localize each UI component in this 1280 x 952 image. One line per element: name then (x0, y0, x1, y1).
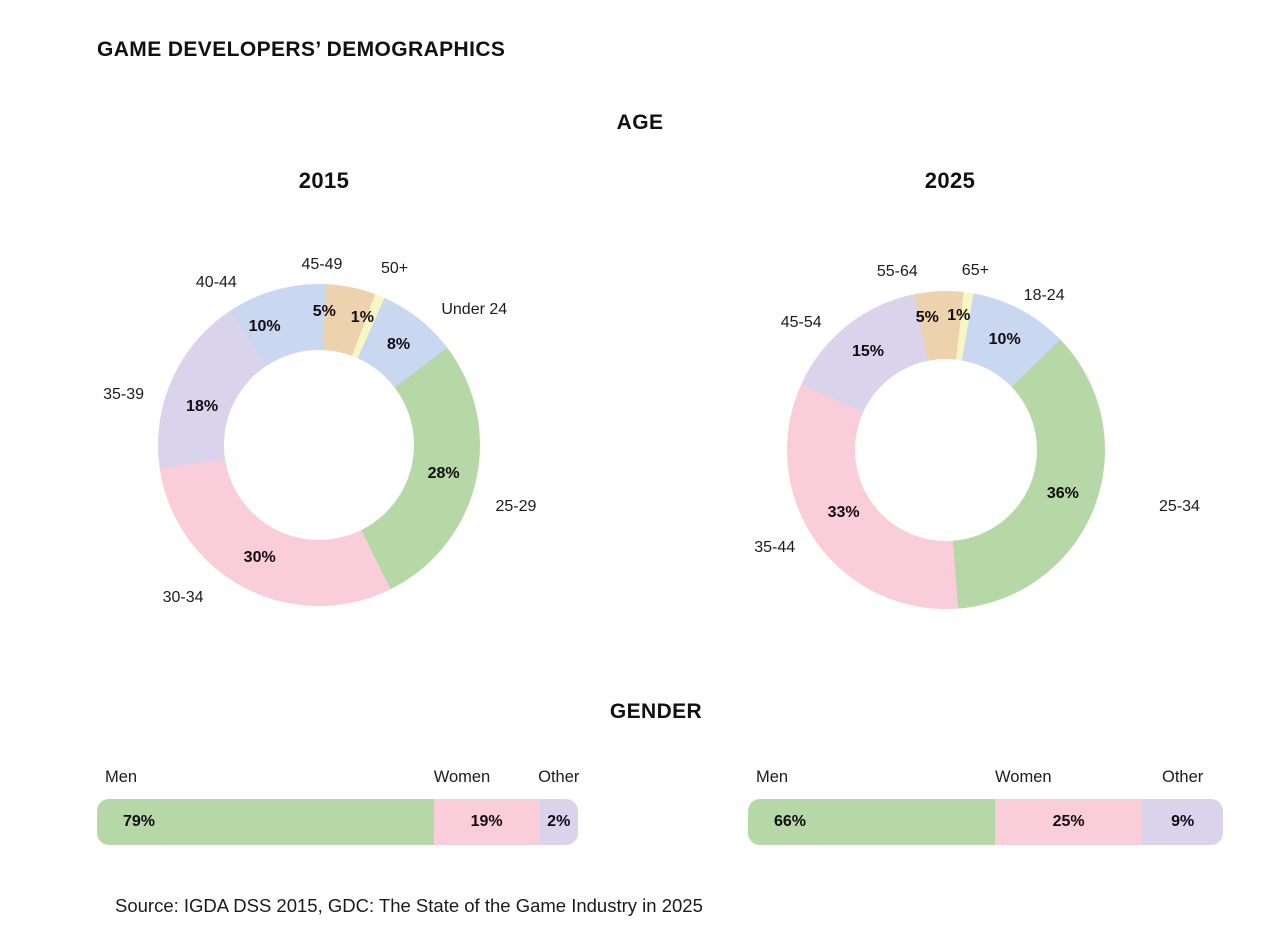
donut-percent-value: 8% (386, 335, 411, 353)
bar-segment-label: Other (1161, 768, 1204, 786)
bar-percent-value: 9% (1171, 813, 1195, 830)
donut-segment-label: 35-39 (103, 385, 145, 403)
bar-percent-value: 19% (470, 813, 503, 830)
donut-segment-label: 25-29 (495, 497, 537, 515)
donut-segment-label: 18-24 (1023, 287, 1065, 305)
donut-percent-value: 30% (243, 549, 276, 567)
stacked-bar: 79% 19% 2% (97, 799, 578, 845)
donut-percent-value: 33% (827, 503, 860, 521)
bar-percent-value: 79% (123, 813, 156, 830)
stacked-bar: 66% 25% 9% (748, 799, 1223, 845)
donut-segment-label: 25-34 (1159, 498, 1200, 516)
bar-percent-value: 25% (1052, 813, 1085, 830)
donut-segment-label: 45-54 (780, 313, 822, 331)
donut-segment-label: 35-44 (754, 539, 796, 557)
donut-percent-value: 28% (427, 465, 460, 483)
donut-percent-value: 5% (915, 309, 939, 327)
bar-segment-other: 2% (539, 799, 578, 845)
bar-segment-women: 19% (433, 799, 540, 845)
donut-hole (224, 350, 414, 540)
donut-segment-label: 45-49 (301, 255, 343, 273)
donut-percent-value: 10% (988, 330, 1021, 348)
donut-percent-value: 5% (312, 302, 336, 320)
bar-percent-value: 2% (547, 813, 571, 830)
donut-segment-label: 30-34 (162, 589, 204, 607)
donut-percent-value: 1% (350, 309, 374, 327)
donut-segment-label: 65+ (961, 261, 989, 279)
bar-percent-value: 66% (774, 813, 807, 830)
source-note: Source: IGDA DSS 2015, GDC: The State of… (115, 895, 703, 916)
donut-percent-value: 18% (186, 397, 219, 415)
bar-segment-label: Women (995, 768, 1052, 786)
section-title-gender: GENDER (609, 700, 703, 723)
bar-segment-men: 66% (748, 799, 995, 845)
bar-segment-label: Men (105, 768, 138, 786)
bar-segment-men: 79% (97, 799, 434, 845)
donut-segment-label: Under 24 (441, 300, 508, 318)
section-title-age: AGE (616, 111, 664, 134)
bar-segment-label: Men (756, 768, 789, 786)
bar-segment-women: 25% (995, 799, 1143, 845)
chart-title-2015: 2015 (298, 168, 350, 193)
donut-hole (855, 359, 1037, 541)
bar-segment-label: Other (538, 768, 580, 786)
donut-percent-value: 15% (851, 343, 885, 361)
chart-title-2025: 2025 (924, 168, 976, 193)
donut-percent-value: 1% (947, 307, 971, 325)
bar-segment-label: Women (433, 768, 491, 786)
donut-segment-label: 55-64 (876, 263, 918, 281)
page-title: GAME DEVELOPERS’ DEMOGRAPHICS (97, 38, 506, 61)
bar-segment-other: 9% (1142, 799, 1223, 845)
donut-percent-value: 36% (1046, 485, 1079, 503)
donut-segment-label: 40-44 (195, 274, 237, 292)
donut-segment-label: 50+ (380, 260, 409, 278)
donut-percent-value: 10% (248, 317, 281, 335)
